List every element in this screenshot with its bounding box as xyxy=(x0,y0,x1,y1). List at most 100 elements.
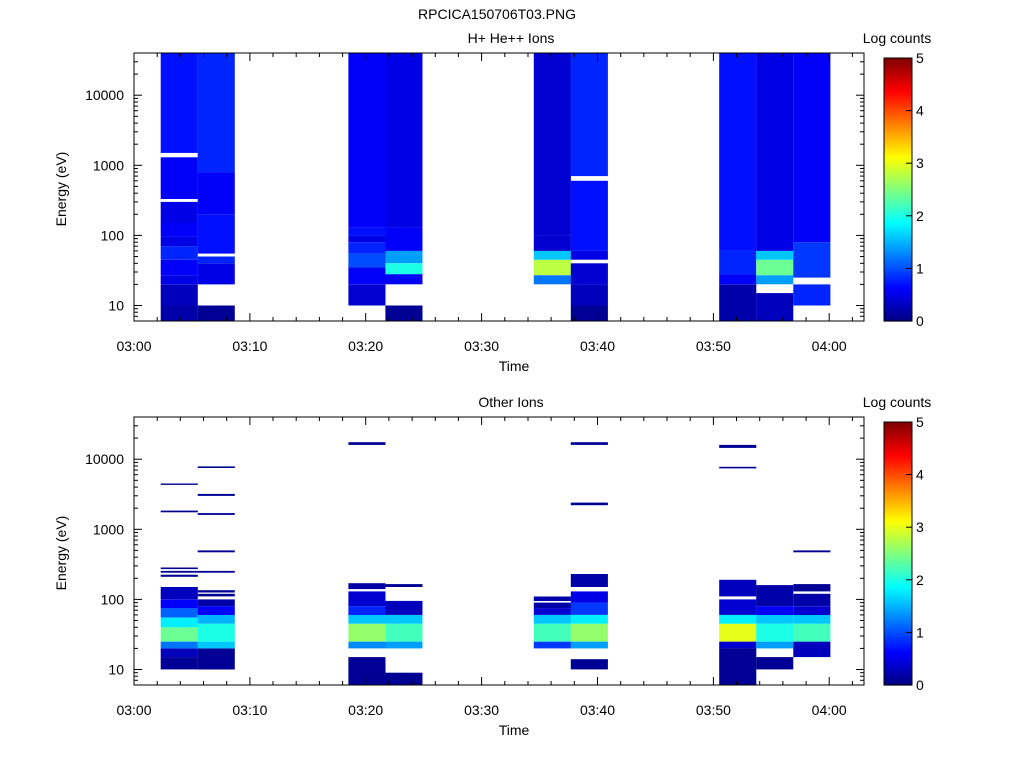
heatmap-cell xyxy=(719,444,757,448)
colorbar-segment xyxy=(884,671,912,675)
colorbar-segment xyxy=(884,165,912,169)
heatmap-cell xyxy=(197,305,235,321)
colorbar-segment xyxy=(884,318,912,322)
colorbar-tick-label: 0 xyxy=(916,313,924,329)
heatmap-cell xyxy=(533,275,571,285)
colorbar-segment xyxy=(884,106,912,110)
colorbar-segment xyxy=(884,483,912,487)
colorbar-segment xyxy=(884,638,912,642)
heatmap-cell xyxy=(197,623,235,642)
colorbar-segment xyxy=(884,660,912,664)
heatmap-cell xyxy=(719,274,757,285)
panel-title: Other Ions xyxy=(478,394,543,410)
colorbar-segment xyxy=(884,656,912,660)
colorbar-segment xyxy=(884,244,912,248)
heatmap-cell xyxy=(160,259,198,276)
y-axis-label: Energy (eV) xyxy=(53,152,69,227)
heatmap-cell xyxy=(160,570,198,573)
colorbar-segment xyxy=(884,185,912,188)
colorbar-segment xyxy=(884,274,912,278)
y-ticks xyxy=(134,52,864,322)
heatmap-cell xyxy=(719,466,757,469)
colorbar-segment xyxy=(884,573,912,577)
heatmap-cell xyxy=(197,466,235,468)
colorbar-segment xyxy=(884,463,912,467)
heatmap-cell xyxy=(348,623,386,642)
heatmap-cell xyxy=(160,275,198,285)
colorbar-segment xyxy=(884,481,912,484)
colorbar-segment xyxy=(884,634,912,638)
colorbar: 0 1 2 3 4 5 Log counts xyxy=(863,394,932,693)
colorbar-segment xyxy=(884,614,912,618)
colorbar-segment xyxy=(884,461,912,465)
heatmap-cell xyxy=(533,608,571,615)
colorbar-segment xyxy=(884,494,912,498)
colorbar-segment xyxy=(884,535,912,539)
heatmap-cell xyxy=(160,157,198,199)
colorbar-segment xyxy=(884,66,912,70)
colorbar-segment xyxy=(884,150,912,153)
colorbar-tick-label: 1 xyxy=(916,260,924,276)
colorbar-segment xyxy=(884,108,912,112)
heatmap-cell xyxy=(756,614,794,624)
heatmap-cell xyxy=(570,614,608,624)
colorbar-segment xyxy=(884,538,912,541)
heatmap-cell xyxy=(570,502,608,506)
heatmap-cell xyxy=(570,53,608,177)
heatmap-cell xyxy=(756,53,794,251)
heatmap-cell xyxy=(197,263,235,285)
colorbar-segment xyxy=(884,533,912,537)
colorbar-segment xyxy=(884,544,912,548)
x-ticks xyxy=(133,53,853,321)
colorbar-tick-label: 1 xyxy=(916,624,924,640)
colorbar-segment xyxy=(884,167,912,171)
colorbar-tick-label: 3 xyxy=(916,155,924,171)
heatmap-cell xyxy=(570,659,608,670)
x-tick-label: 03:00 xyxy=(116,338,151,354)
heatmap-cell xyxy=(570,442,608,445)
colorbar-segment xyxy=(884,597,912,601)
heatmap-cell xyxy=(756,606,794,615)
heatmap-cell xyxy=(160,510,198,513)
colorbar-segment xyxy=(884,507,912,511)
colorbar-segment xyxy=(884,432,912,436)
colorbar-segment xyxy=(884,623,912,627)
colorbar-segment xyxy=(884,288,912,291)
colorbar-segment xyxy=(884,239,912,243)
colorbar-segment xyxy=(884,248,912,252)
colorbar-segment xyxy=(884,678,912,682)
y-tick-label: 100 xyxy=(101,227,125,243)
colorbar-segment xyxy=(884,237,912,241)
heatmap-cell xyxy=(570,180,608,251)
colorbar-segment xyxy=(884,187,912,191)
heatmap-cell xyxy=(533,596,571,601)
x-tick-label: 03:30 xyxy=(464,338,499,354)
x-tick-label: 03:20 xyxy=(348,338,383,354)
colorbar-segment xyxy=(884,88,912,92)
heatmap-cell xyxy=(160,599,198,609)
colorbar-segment xyxy=(884,84,912,88)
colorbar-segment xyxy=(884,285,912,289)
colorbar-segment xyxy=(884,211,912,215)
y-ticks xyxy=(134,416,864,686)
colorbar-segment xyxy=(884,257,912,261)
colorbar-segment xyxy=(884,141,912,145)
colorbar-segment xyxy=(884,97,912,101)
colorbar-segment xyxy=(884,310,912,313)
colorbar-segment xyxy=(884,255,912,259)
colorbar-segment xyxy=(884,527,912,530)
heatmap-cell xyxy=(160,657,198,670)
y-tick-label: 10 xyxy=(108,662,124,678)
colorbar-segment xyxy=(884,152,912,156)
x-tick-label: 04:00 xyxy=(812,338,847,354)
heatmap-cell xyxy=(533,641,571,649)
heatmap-cell xyxy=(197,513,235,515)
colorbar-segment xyxy=(884,509,912,513)
heatmap-cell xyxy=(756,623,794,642)
colorbar-segment xyxy=(884,625,912,629)
colorbar-segment xyxy=(884,301,912,305)
colorbar-segment xyxy=(884,314,912,318)
colorbar-segment xyxy=(884,158,912,162)
colorbar-segment xyxy=(884,259,912,263)
colorbar-segment xyxy=(884,465,912,469)
